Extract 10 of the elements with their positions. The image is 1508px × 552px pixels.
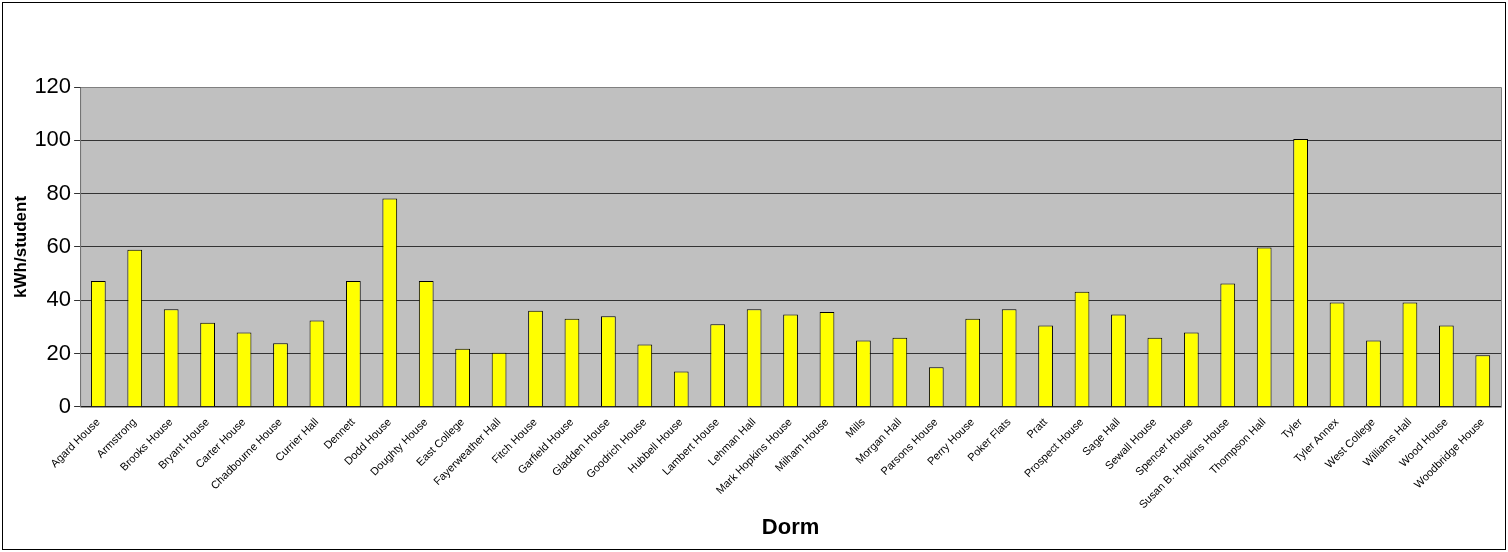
y-tick-label: 120 [34,73,72,99]
y-tick-label: 60 [46,232,72,258]
y-tick-label: 80 [46,179,72,205]
x-axis-title: Dorm [761,513,820,539]
y-axis-title: kWh/student [10,195,30,298]
y-tick-label: 100 [34,126,72,152]
y-tick-label: 20 [46,339,72,365]
y-tick-label: 40 [46,286,72,312]
y-tick-label: 0 [58,392,72,418]
x-tick-label: Tyler [1278,415,1305,441]
